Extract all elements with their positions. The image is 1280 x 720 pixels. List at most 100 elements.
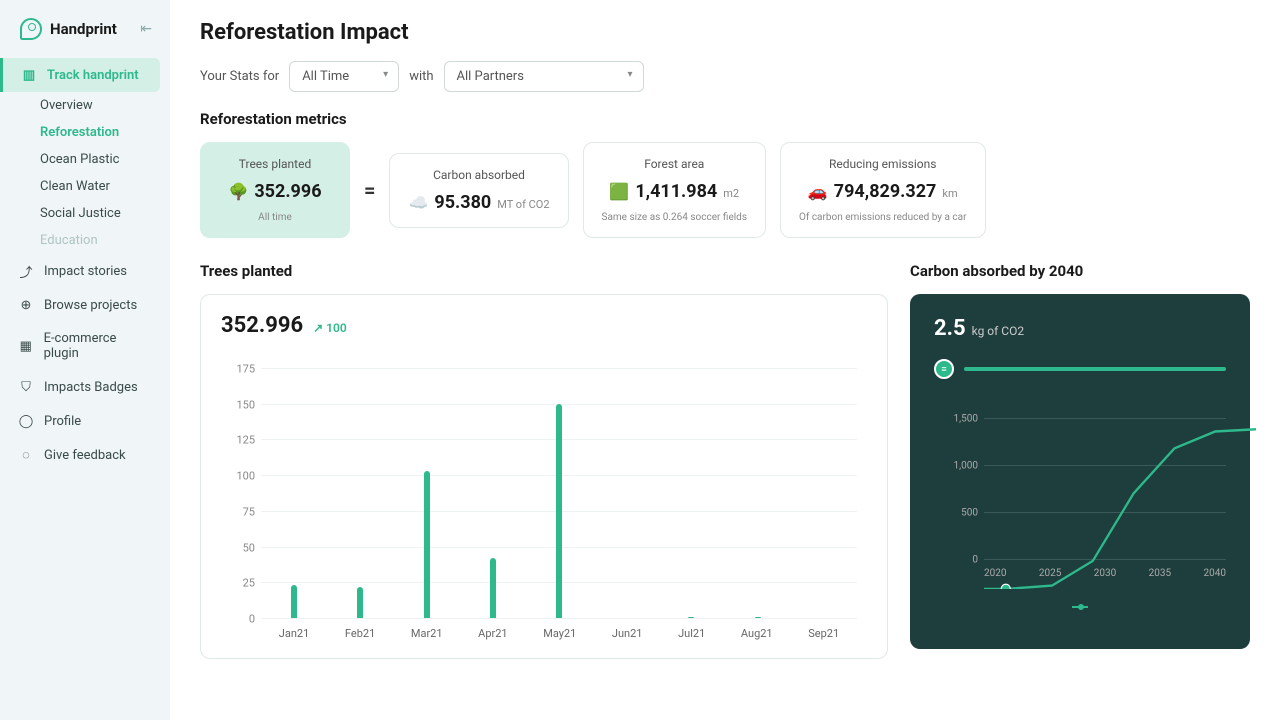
metric-label: Trees planted <box>219 157 331 171</box>
bar-xlabel: Jun21 <box>612 627 643 640</box>
metric-unit: km <box>942 187 957 200</box>
metric-icon: 🚗 <box>808 182 828 201</box>
chart-bar <box>688 617 694 618</box>
metric-value: 1,411.984 <box>635 181 717 202</box>
filter-prefix: Your Stats for <box>200 69 279 84</box>
main-content: Reforestation Impact Your Stats for All … <box>170 0 1280 720</box>
metric-value: 95.380 <box>434 192 491 213</box>
chart-bar <box>424 471 430 618</box>
bar-xlabel: Apr21 <box>478 627 507 640</box>
bar-ylabel: 0 <box>249 613 255 626</box>
partner-select[interactable]: All Partners <box>444 61 644 92</box>
bar-xlabel: Jul21 <box>678 627 705 640</box>
nav-item-profile[interactable]: ◯ Profile <box>0 404 170 438</box>
metric-label: Carbon absorbed <box>408 168 549 182</box>
nav-label: Profile <box>44 414 81 429</box>
bar-xlabel: Mar21 <box>411 627 443 640</box>
brand-logo[interactable]: Handprint <box>20 18 117 40</box>
metric-card-3: Reducing emissions 🚗 794,829.327 km Of c… <box>780 142 986 238</box>
trees-chart-card: 352.996 100 0 25 50 75 100 125 150 175 Jan21 Feb… <box>200 294 888 659</box>
bar-xlabel: Feb21 <box>345 627 375 640</box>
nav-item-browse-projects[interactable]: ⊕ Browse projects <box>0 288 170 322</box>
filter-middle: with <box>409 69 433 84</box>
bar-ylabel: 100 <box>236 470 255 483</box>
nav-label: Browse projects <box>44 298 137 313</box>
bar-ylabel: 25 <box>243 577 255 590</box>
chart-bar-icon: ▥ <box>21 67 37 83</box>
sub-item-education[interactable]: Education <box>40 227 170 254</box>
carbon-unit: kg of CO2 <box>972 324 1024 338</box>
nav-item-e-commerce-plugin[interactable]: ▦ E-commerce plugin <box>0 322 170 370</box>
bar-xlabel: Sep21 <box>808 627 839 640</box>
sidebar: Handprint ⇤ ▥ Track handprint OverviewRefo… <box>0 0 170 720</box>
line-ylabel: 500 <box>961 508 978 519</box>
metric-label: Reducing emissions <box>799 157 967 171</box>
metric-icon: 🟩 <box>609 182 629 201</box>
bar-xlabel: Jan21 <box>279 627 310 640</box>
metric-sub: Of carbon emissions reduced by a car <box>799 212 967 223</box>
nav-item-impact-stories[interactable]: ⤴ Impact stories <box>0 254 170 288</box>
bar-xlabel: Aug21 <box>741 627 773 640</box>
line-ylabel: 1,500 <box>954 414 978 425</box>
bar-ylabel: 75 <box>243 505 255 518</box>
sub-item-reforestation[interactable]: Reforestation <box>40 119 170 146</box>
handprint-icon <box>20 18 42 40</box>
logo-row: Handprint ⇤ <box>0 18 170 58</box>
sub-item-social-justice[interactable]: Social Justice <box>40 200 170 227</box>
trees-chart-heading: Trees planted <box>200 262 888 280</box>
nav-label: Impacts Badges <box>44 380 138 395</box>
collapse-icon[interactable]: ⇤ <box>140 21 152 37</box>
sub-item-ocean-plastic[interactable]: Ocean Plastic <box>40 146 170 173</box>
sub-item-overview[interactable]: Overview <box>40 92 170 119</box>
trees-bar-chart: 0255075100125150175 Jan21Feb21Mar21Apr21… <box>221 368 867 648</box>
bar-ylabel: 50 <box>243 541 255 554</box>
brand-name: Handprint <box>50 20 117 38</box>
nav-label: Track handprint <box>47 68 139 83</box>
globe-icon: ⊕ <box>18 297 34 313</box>
carbon-line-chart: 05001,0001,500 20202025203020352040 <box>954 409 1226 589</box>
metric-unit: m2 <box>723 187 739 200</box>
plugin-icon: ▦ <box>18 338 34 354</box>
carbon-chart-block: Carbon absorbed by 2040 2.5 kg of CO2 ≡ … <box>910 262 1250 659</box>
metrics-row: Trees planted 🌳 352.996 All time = Carbo… <box>200 142 1250 238</box>
nav-item-track-handprint[interactable]: ▥ Track handprint <box>0 58 160 92</box>
carbon-chart-heading: Carbon absorbed by 2040 <box>910 262 1250 280</box>
shield-icon: ⛉ <box>18 379 34 395</box>
carbon-slider[interactable]: ≡ <box>934 359 1226 379</box>
trees-chart-block: Trees planted 352.996 100 0 25 50 75 100 125 1… <box>200 262 888 659</box>
line-xlabel: 2040 <box>1204 568 1226 579</box>
slider-handle-icon[interactable]: ≡ <box>934 359 954 379</box>
bulb-icon: ◌ <box>18 447 34 463</box>
equals-icon: = <box>364 178 375 202</box>
bar-ylabel: 175 <box>236 363 255 376</box>
carbon-value: 2.5 <box>934 316 966 341</box>
bar-ylabel: 150 <box>236 398 255 411</box>
charts-row: Trees planted 352.996 100 0 25 50 75 100 125 1… <box>200 262 1250 659</box>
filter-row: Your Stats for All Time with All Partner… <box>200 61 1250 92</box>
nav-label: E-commerce plugin <box>44 331 152 361</box>
nav-item-give-feedback[interactable]: ◌Give feedback <box>0 438 170 472</box>
metric-value: 794,829.327 <box>834 181 937 202</box>
chart-bar <box>755 617 761 618</box>
bar-ylabel: 125 <box>236 434 255 447</box>
trees-chart-value: 352.996 <box>221 313 303 338</box>
sub-item-clean-water[interactable]: Clean Water <box>40 173 170 200</box>
metric-card-0: Trees planted 🌳 352.996 All time <box>200 142 350 238</box>
slider-track <box>964 367 1226 371</box>
nav-label: Impact stories <box>44 264 127 279</box>
metric-icon: ☁️ <box>408 193 428 212</box>
trees-chart-delta: 100 <box>313 321 347 335</box>
metric-card-2: Forest area 🟩 1,411.984 m2 Same size as … <box>583 142 766 238</box>
line-xlabel: 2030 <box>1094 568 1116 579</box>
nav-item-impacts-badges[interactable]: ⛉ Impacts Badges <box>0 370 170 404</box>
line-xlabel: 2020 <box>984 568 1006 579</box>
line-ylabel: 1,000 <box>954 461 978 472</box>
chart-bar <box>357 587 363 618</box>
time-select[interactable]: All Time <box>289 61 399 92</box>
user-icon: ◯ <box>18 413 34 429</box>
chart-bar <box>490 558 496 618</box>
upload-icon: ⤴ <box>18 263 34 279</box>
line-xlabel: 2035 <box>1149 568 1171 579</box>
line-ylabel: 0 <box>972 555 978 566</box>
metric-unit: MT of CO2 <box>497 198 549 211</box>
